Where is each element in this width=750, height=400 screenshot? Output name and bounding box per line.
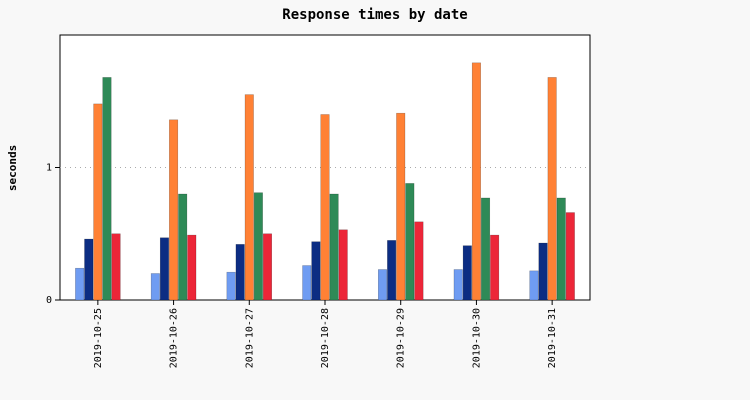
y-tick-label: 1 (46, 163, 52, 174)
bar (102, 77, 112, 301)
bar (490, 234, 500, 301)
bar (84, 238, 94, 301)
bar (547, 77, 557, 301)
bar (187, 234, 197, 301)
bar (302, 265, 312, 301)
bar (93, 103, 103, 301)
bar (453, 269, 463, 301)
bar (329, 193, 339, 301)
bar (462, 245, 472, 301)
bar (320, 114, 330, 301)
bar (311, 241, 321, 301)
bar (387, 240, 397, 301)
bar (538, 242, 548, 301)
x-tick-label: 2019-10-25 (93, 308, 104, 368)
x-tick-label: 2019-10-30 (471, 308, 482, 368)
x-tick-label: 2019-10-31 (547, 308, 558, 368)
axis-layer: 0 1 2019-10-25 2019-10-26 2019-10-27 2019-10-… (46, 163, 558, 369)
bar (529, 270, 539, 301)
bar (338, 229, 348, 301)
bar (169, 119, 179, 301)
bar (481, 197, 491, 301)
bar (471, 62, 481, 301)
x-tick-label: 2019-10-29 (396, 308, 407, 368)
y-tick-label: 0 (46, 295, 52, 306)
bar (235, 244, 245, 301)
bar (178, 193, 188, 301)
bar (253, 192, 263, 301)
bar (414, 221, 424, 301)
x-tick-label: 2019-10-26 (169, 308, 180, 368)
bar (262, 233, 272, 301)
bar (244, 94, 254, 301)
x-tick-label: 2019-10-28 (320, 308, 331, 368)
bar (565, 212, 575, 301)
bars-layer (75, 62, 575, 301)
chart-title: Response times by date (282, 7, 467, 23)
bar (111, 233, 121, 301)
x-tick-label: 2019-10-27 (244, 308, 255, 368)
bar (378, 269, 388, 301)
bar (405, 183, 415, 301)
bar (159, 237, 169, 301)
bar (396, 112, 406, 301)
bar (556, 197, 566, 301)
bar (226, 271, 236, 301)
bar (75, 267, 85, 301)
bar (150, 273, 160, 301)
y-axis-label: seconds (6, 145, 19, 191)
